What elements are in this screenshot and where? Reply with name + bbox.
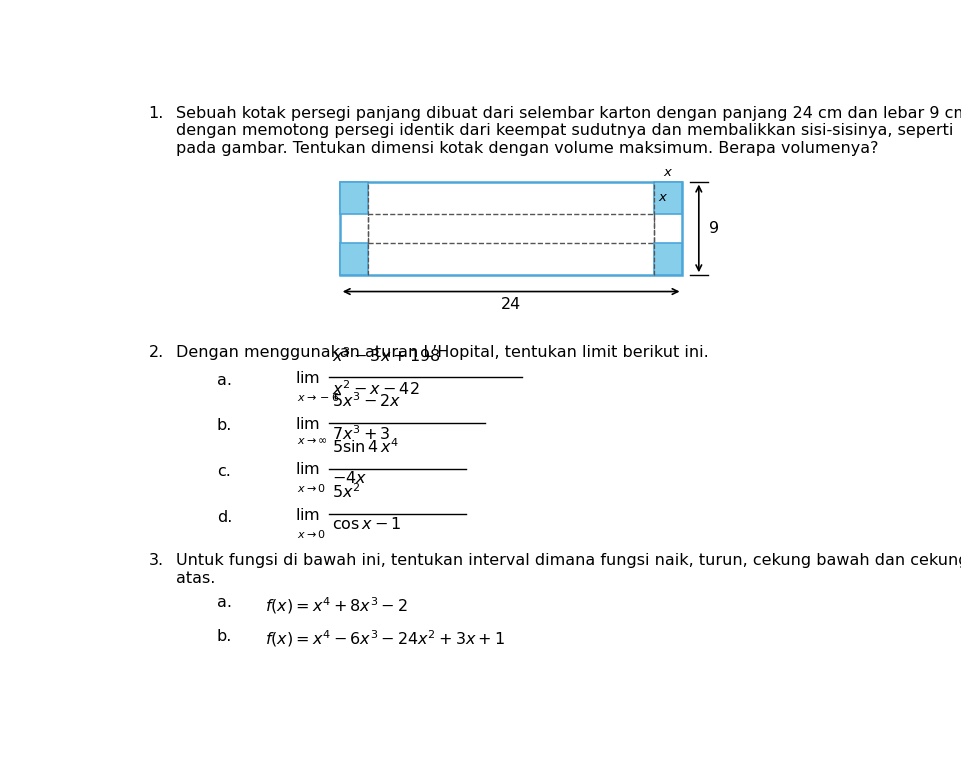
Text: $\lim$: $\lim$ [295,461,320,477]
Text: $x\to-6$: $x\to-6$ [297,391,340,403]
Text: Sebuah kotak persegi panjang dibuat dari selembar karton dengan panjang 24 cm da: Sebuah kotak persegi panjang dibuat dari… [176,106,961,121]
Text: $\cos x - 1$: $\cos x - 1$ [333,516,402,532]
Text: $\lim$: $\lim$ [295,370,320,386]
Text: $f(x) = x^4 - 6x^3 - 24x^2 + 3x + 1$: $f(x) = x^4 - 6x^3 - 24x^2 + 3x + 1$ [265,628,505,650]
Text: pada gambar. Tentukan dimensi kotak dengan volume maksimum. Berapa volumenya?: pada gambar. Tentukan dimensi kotak deng… [176,140,878,156]
Text: 2.: 2. [148,345,163,361]
Text: $\lim$: $\lim$ [295,507,320,523]
Text: a.: a. [217,373,232,388]
Text: c.: c. [217,464,231,479]
Text: $x\to 0$: $x\to 0$ [297,482,326,494]
Text: Untuk fungsi di bawah ini, tentukan interval dimana fungsi naik, turun, cekung b: Untuk fungsi di bawah ini, tentukan inte… [176,553,961,568]
Text: 9: 9 [709,221,720,236]
Text: dengan memotong persegi identik dari keempat sudutnya dan membalikkan sisi-sisin: dengan memotong persegi identik dari kee… [176,123,953,138]
Text: $x^2 - x - 42$: $x^2 - x - 42$ [333,380,420,398]
Text: 3.: 3. [148,553,163,568]
Text: $x$: $x$ [663,165,674,179]
Text: 24: 24 [501,298,521,313]
Bar [654,243,682,276]
Text: $5\sin 4\,x^4$: $5\sin 4\,x^4$ [333,437,400,455]
Bar [654,181,682,214]
Text: Dengan menggunakan aturan L’Hopital, tentukan limit berikut ini.: Dengan menggunakan aturan L’Hopital, ten… [176,345,708,361]
Text: b.: b. [217,418,233,433]
Text: $x\to\infty$: $x\to\infty$ [297,436,328,446]
Bar [340,181,368,214]
Text: $f(x) = x^4 + 8x^3 - 2$: $f(x) = x^4 + 8x^3 - 2$ [265,595,408,616]
Text: $x^3 - 3x + 198$: $x^3 - 3x + 198$ [333,346,441,364]
Text: $5x^2$: $5x^2$ [333,483,360,502]
Text: b.: b. [217,628,233,644]
Text: d.: d. [217,509,233,524]
Text: $x$: $x$ [658,191,668,204]
Text: $5x^3 - 2x$: $5x^3 - 2x$ [333,392,402,410]
Text: $x\to 0$: $x\to 0$ [297,528,326,540]
Bar [368,214,654,243]
Text: a.: a. [217,595,232,610]
Text: $-4x$: $-4x$ [333,471,367,487]
Bar [340,181,682,276]
Text: 1.: 1. [148,106,163,121]
Bar [340,243,368,276]
Text: $7x^3 + 3$: $7x^3 + 3$ [333,425,391,443]
Text: atas.: atas. [176,572,215,587]
Text: $\lim$: $\lim$ [295,416,320,432]
